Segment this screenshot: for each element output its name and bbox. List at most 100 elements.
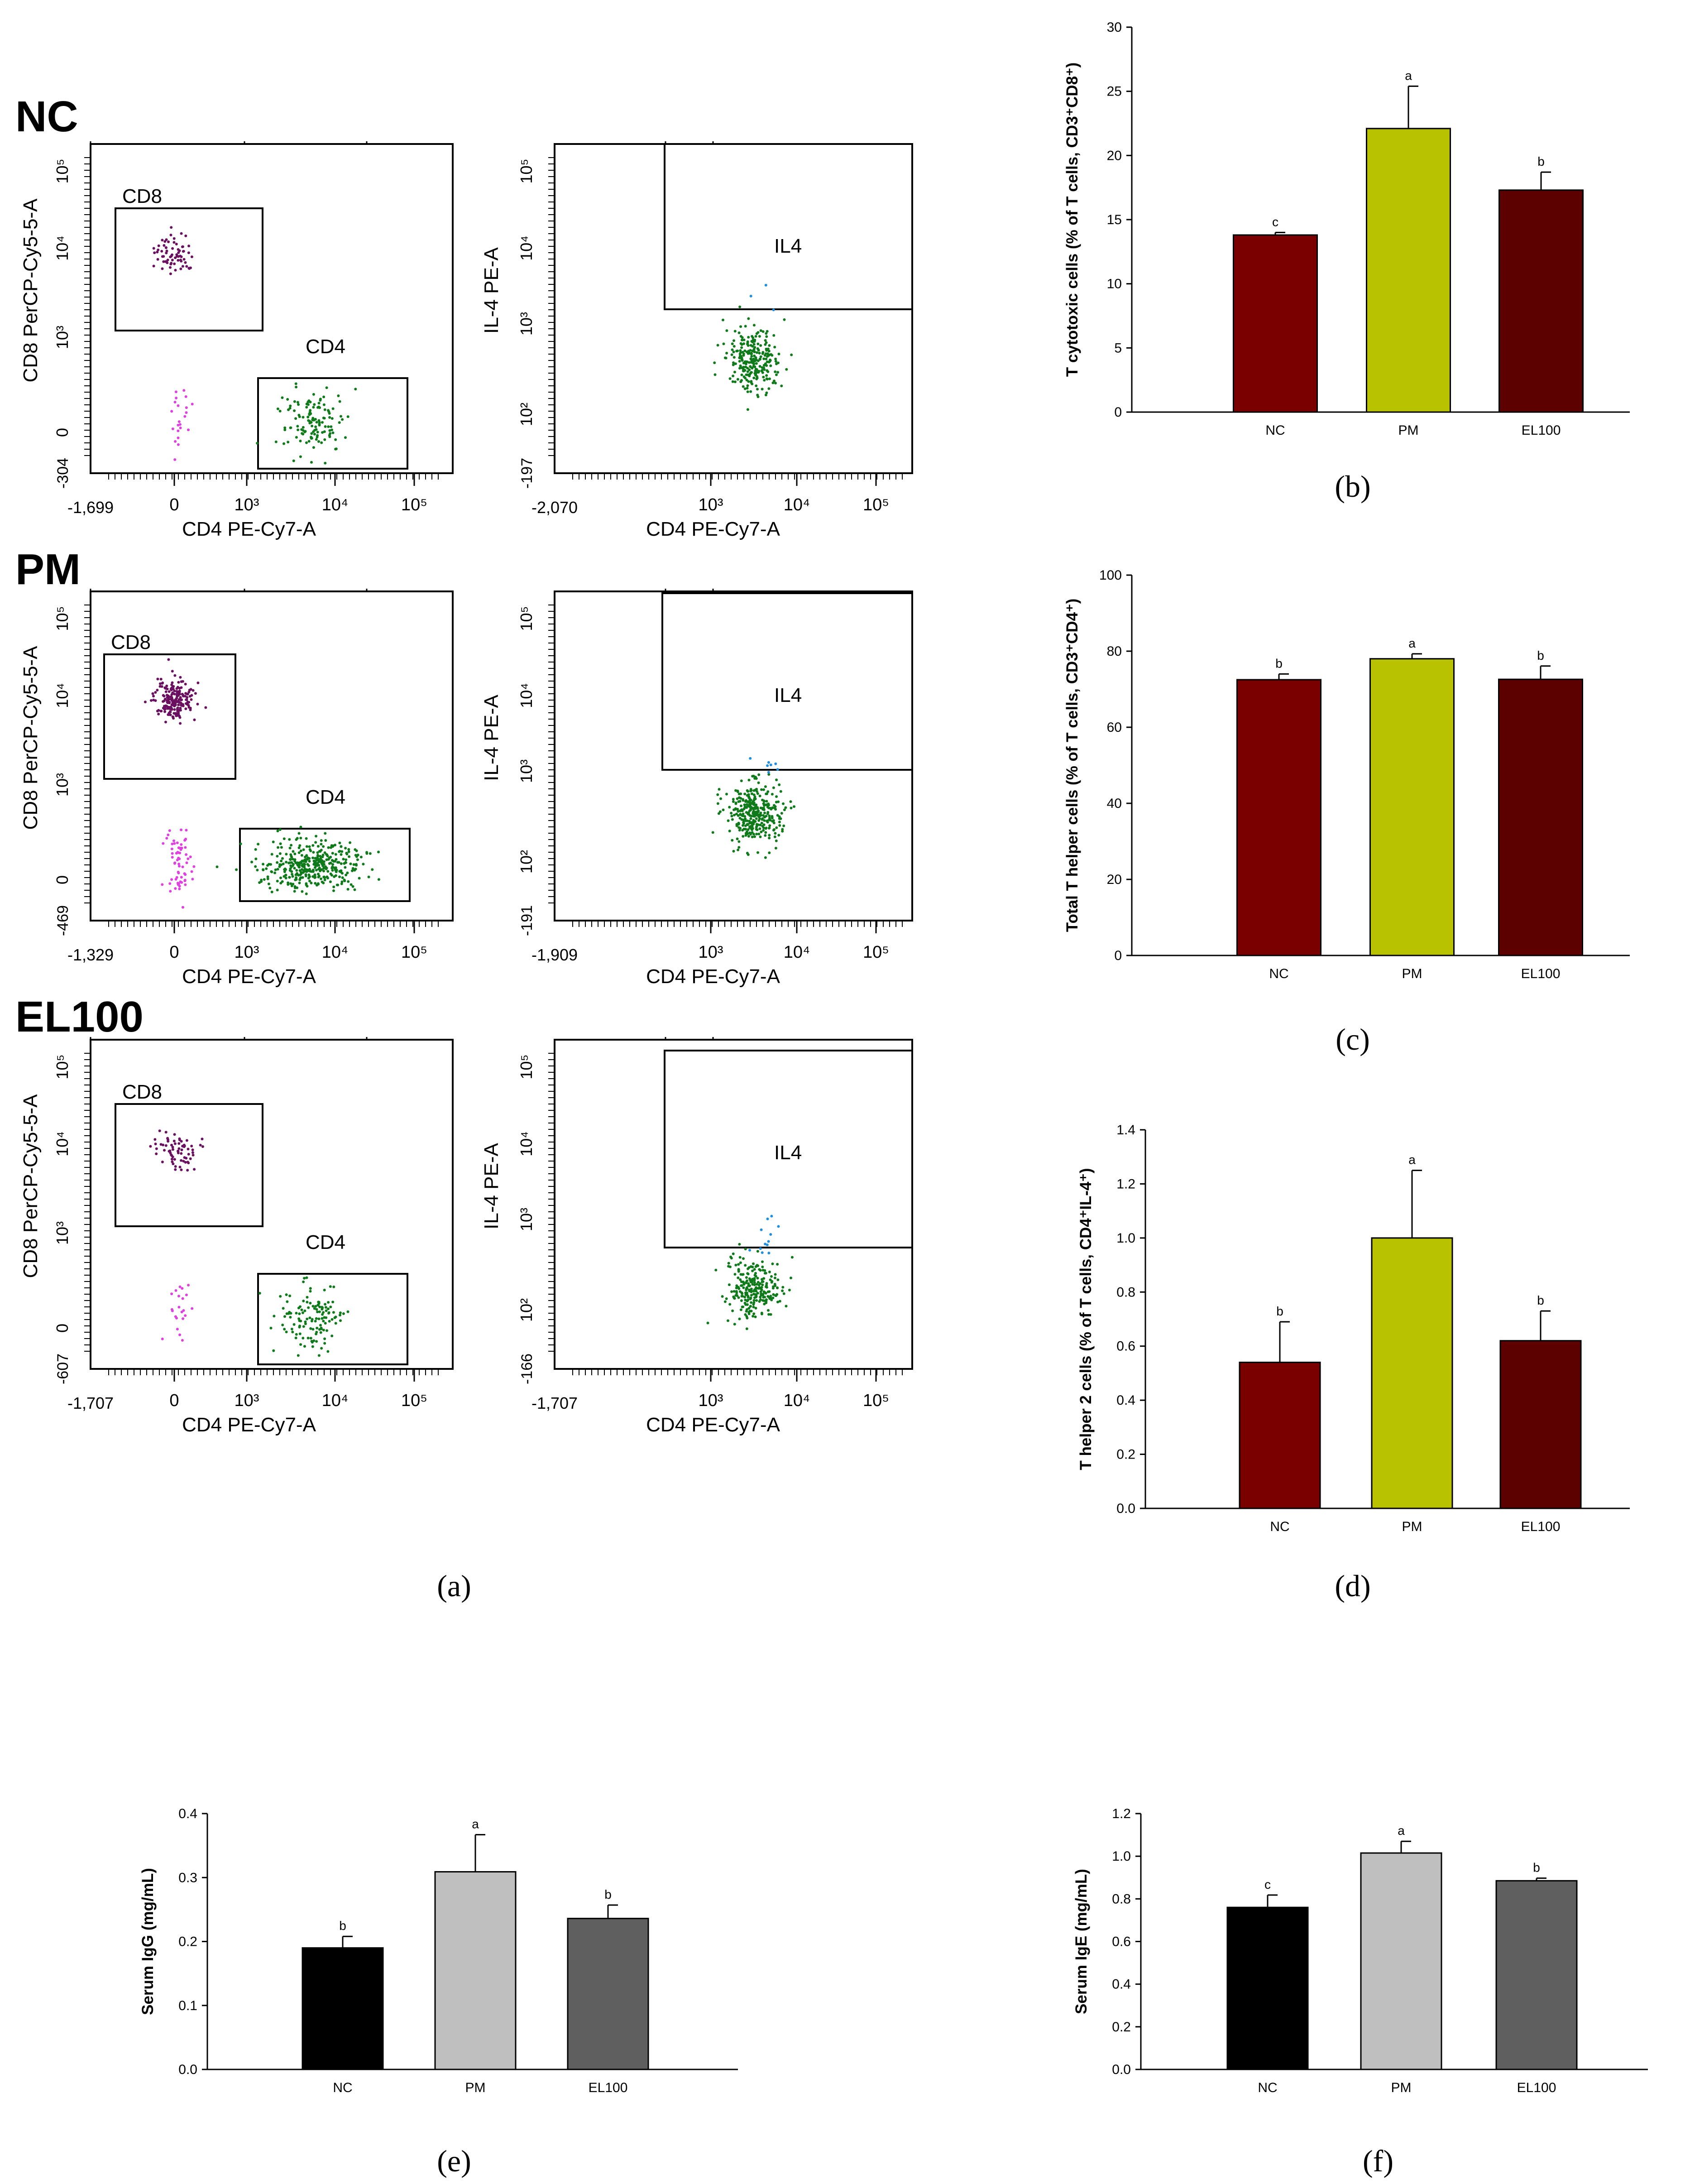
event-dot [752,1315,755,1318]
event-dot [766,1243,769,1247]
event-dot [297,832,301,835]
event-dot [292,1323,296,1326]
event-dot [749,798,752,802]
event-dot [172,839,175,842]
event-dot [740,346,743,349]
event-dot [304,855,306,859]
y-tick-label: 10³ [517,312,536,336]
event-dot [359,855,363,859]
event-dot [283,426,287,429]
event-dot [331,869,334,872]
event-dot [317,883,320,886]
event-dot [731,348,734,351]
event-dot [177,703,180,706]
event-dot [751,792,753,795]
significance-letter: a [1405,68,1412,82]
event-dot [269,1326,273,1330]
event-dot [332,885,335,888]
event-dot [775,826,778,829]
event-dot [768,834,771,837]
event-dot [778,1300,781,1303]
event-dot [768,826,771,830]
y-tick-label: 0.4 [1112,1977,1131,1992]
event-dot [305,406,308,409]
y-tick-label: 60 [1107,720,1122,735]
event-dot [175,876,178,879]
event-dot [294,417,297,420]
y-axis-title: T cytotoxic cells (% of T cells, CD3⁺CD8… [1063,62,1081,377]
event-dot [177,259,180,262]
event-dot [761,330,765,333]
event-dot [753,1268,756,1271]
y-tick-label: 5 [1114,341,1122,355]
event-dot [177,1147,181,1150]
x-category-label: PM [1398,423,1419,438]
event-dot [761,1260,764,1263]
event-dot [765,377,768,380]
event-dot [339,1319,342,1322]
event-dot [338,841,341,845]
event-dot [751,1278,754,1282]
event-dot [747,1266,751,1269]
y-tick-label: 0 [53,875,72,884]
y-axis-title: CD8 PerCP-Cy5-5-A [19,198,42,383]
event-dot [293,890,296,893]
event-dot [171,427,174,430]
event-dot [760,1288,763,1291]
x-tick-label: 10³ [235,1391,259,1410]
significance-letter: a [1408,636,1416,650]
event-dot [751,806,753,810]
x-tick-label: 10⁵ [401,943,427,962]
event-dot [734,808,737,811]
event-dot [763,379,766,382]
event-dot [771,806,774,809]
event-dot [747,351,751,354]
event-dot [257,843,260,846]
event-dot [278,863,282,866]
event-dot [753,365,756,368]
event-dot [353,888,356,891]
event-dot [182,1317,185,1320]
event-dot [319,399,322,402]
panel-label-d: (d) [1335,1569,1370,1603]
event-dot [789,800,792,803]
event-dot [354,854,357,857]
event-dot [323,1337,326,1340]
x-category-label: EL100 [1521,1519,1561,1534]
event-dot [152,247,155,250]
il4-gate [664,143,913,310]
event-dot [298,844,302,847]
event-dot [741,829,744,832]
event-dot [783,808,786,811]
event-dot [771,792,774,796]
event-dot [754,788,757,792]
event-dot [178,1138,181,1142]
x-tick-label: 10⁴ [784,1391,810,1410]
event-dot [347,880,350,883]
event-dot [744,1313,747,1316]
event-dot [764,283,767,287]
event-dot [170,878,173,881]
x-axis-title: CD4 PE-Cy7-A [646,965,780,988]
y-tick-label: 10³ [53,773,72,797]
event-dot [324,839,327,842]
event-dot [328,416,331,419]
y-tick-label: 0 [53,428,72,437]
event-dot [308,422,311,425]
event-dot [172,717,175,720]
event-dot [750,815,753,817]
event-dot [176,706,179,710]
event-dot [371,868,374,871]
event-dot [332,889,335,892]
event-dot [326,853,329,856]
event-dot [753,1283,756,1286]
event-dot [760,1312,763,1315]
event-dot [324,1306,327,1309]
event-dot [164,707,167,710]
event-dot [736,790,739,793]
event-dot [170,699,173,702]
event-dot [320,877,322,880]
event-dot [180,1168,183,1171]
event-dot [756,359,760,362]
x-axis-title: CD4 PE-Cy7-A [646,518,780,540]
